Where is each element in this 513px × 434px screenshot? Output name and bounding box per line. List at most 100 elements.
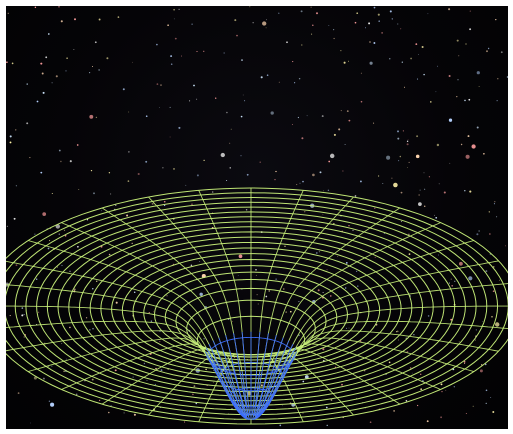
star	[63, 370, 65, 372]
star	[55, 75, 58, 78]
star	[391, 18, 393, 20]
star	[406, 350, 409, 353]
star	[191, 23, 193, 25]
star	[215, 97, 217, 99]
star	[443, 191, 446, 194]
star	[275, 278, 277, 280]
star	[63, 229, 66, 231]
star	[69, 326, 71, 329]
star	[325, 406, 328, 409]
star	[23, 314, 25, 316]
star	[377, 13, 380, 16]
grid-spoke	[256, 283, 508, 418]
star	[108, 253, 111, 256]
star	[330, 295, 332, 297]
star	[193, 385, 196, 388]
star	[279, 424, 282, 427]
star	[424, 188, 426, 190]
star	[274, 178, 276, 181]
star	[151, 202, 154, 205]
grid-spoke	[6, 305, 246, 418]
star	[154, 383, 156, 385]
star	[132, 376, 134, 378]
star	[369, 61, 373, 65]
well-spoke	[208, 343, 247, 417]
star	[9, 315, 11, 317]
star	[234, 19, 237, 22]
star	[9, 135, 12, 138]
star	[189, 100, 191, 102]
star	[469, 28, 472, 31]
star	[409, 367, 412, 369]
star	[236, 34, 238, 37]
star	[491, 315, 493, 318]
star	[50, 402, 55, 407]
star	[486, 50, 488, 53]
star	[26, 83, 28, 85]
star	[106, 57, 109, 60]
star	[321, 115, 324, 118]
star	[368, 22, 371, 25]
star	[6, 61, 8, 64]
well-spoke	[254, 337, 284, 417]
star	[150, 320, 153, 322]
star	[478, 86, 480, 88]
star	[341, 383, 343, 386]
star	[156, 43, 158, 46]
star	[391, 177, 393, 179]
star	[143, 362, 146, 365]
star	[145, 115, 148, 118]
star	[281, 405, 283, 407]
star	[74, 18, 76, 21]
grid-spoke	[255, 330, 499, 419]
star	[29, 157, 31, 159]
star	[506, 76, 508, 78]
star	[47, 33, 50, 35]
star	[160, 369, 163, 372]
star	[476, 233, 479, 236]
star	[26, 122, 29, 125]
star	[299, 182, 301, 184]
star	[115, 301, 118, 304]
star	[426, 420, 429, 423]
well-spoke	[225, 334, 249, 416]
star	[418, 202, 422, 206]
star	[330, 399, 333, 401]
star	[344, 143, 346, 146]
star	[260, 76, 263, 79]
star	[315, 12, 319, 15]
star	[17, 392, 20, 394]
star	[92, 288, 94, 290]
star	[464, 362, 466, 365]
star	[48, 400, 50, 402]
star	[464, 189, 466, 192]
star	[448, 282, 450, 284]
star	[373, 122, 375, 124]
star	[298, 77, 301, 80]
grid-spoke	[148, 196, 250, 416]
star	[297, 116, 300, 119]
star	[115, 204, 117, 206]
star	[302, 412, 304, 414]
star	[133, 413, 136, 416]
star	[193, 84, 195, 87]
well-spoke	[251, 332, 261, 416]
star	[450, 278, 452, 280]
star	[278, 12, 280, 14]
star	[475, 329, 477, 331]
star	[156, 83, 159, 85]
star	[415, 43, 418, 46]
star	[435, 216, 438, 219]
star	[458, 55, 460, 57]
star	[34, 233, 36, 235]
star	[472, 405, 474, 407]
star	[373, 42, 376, 44]
star	[469, 10, 471, 12]
star	[51, 365, 53, 367]
star	[265, 19, 267, 21]
star	[196, 98, 198, 100]
star	[294, 82, 296, 84]
star	[408, 161, 410, 163]
star	[58, 233, 61, 235]
star	[356, 270, 358, 272]
